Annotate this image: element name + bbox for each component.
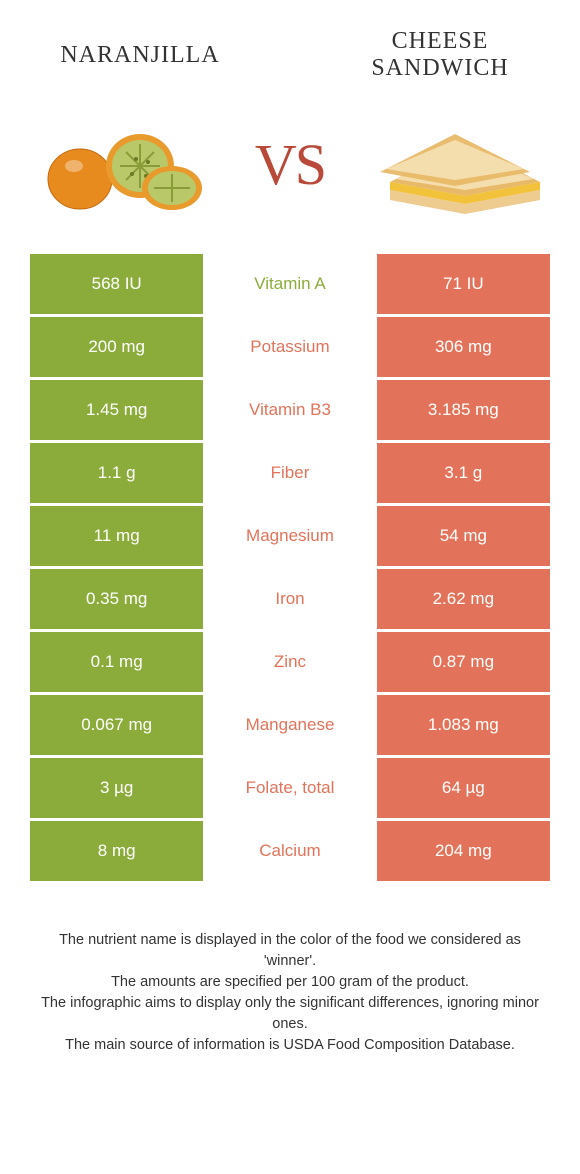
right-value: 54 mg — [377, 506, 550, 566]
nutrient-row: 1.45 mgVitamin B33.185 mg — [30, 380, 550, 440]
nutrient-label: Iron — [203, 569, 376, 629]
nutrient-label: Folate, total — [203, 758, 376, 818]
nutrient-label: Vitamin A — [203, 254, 376, 314]
vs-label: VS — [255, 131, 325, 198]
footer-line-2: The amounts are specified per 100 gram o… — [40, 972, 540, 993]
nutrient-label: Zinc — [203, 632, 376, 692]
header: NARANJILLA CHEESE SANDWICH — [0, 0, 580, 94]
nutrient-row: 0.067 mgManganese1.083 mg — [30, 695, 550, 755]
nutrient-row: 0.1 mgZinc0.87 mg — [30, 632, 550, 692]
nutrient-row: 11 mgMagnesium54 mg — [30, 506, 550, 566]
left-value: 0.1 mg — [30, 632, 203, 692]
right-value: 3.185 mg — [377, 380, 550, 440]
right-value: 1.083 mg — [377, 695, 550, 755]
nutrient-label: Vitamin B3 — [203, 380, 376, 440]
nutrient-label: Magnesium — [203, 506, 376, 566]
left-value: 3 µg — [30, 758, 203, 818]
left-value: 1.1 g — [30, 443, 203, 503]
footer-line-4: The main source of information is USDA F… — [40, 1035, 540, 1056]
right-value: 64 µg — [377, 758, 550, 818]
nutrient-label: Potassium — [203, 317, 376, 377]
naranjilla-image — [40, 104, 210, 224]
left-value: 11 mg — [30, 506, 203, 566]
right-value: 306 mg — [377, 317, 550, 377]
nutrient-row: 568 IUVitamin A71 IU — [30, 254, 550, 314]
right-value: 204 mg — [377, 821, 550, 881]
right-value: 3.1 g — [377, 443, 550, 503]
cheese-sandwich-image — [370, 104, 540, 224]
nutrient-label: Calcium — [203, 821, 376, 881]
footer-line-1: The nutrient name is displayed in the co… — [40, 930, 540, 972]
right-value: 71 IU — [377, 254, 550, 314]
left-value: 0.067 mg — [30, 695, 203, 755]
footer-line-3: The infographic aims to display only the… — [40, 993, 540, 1035]
nutrient-label: Fiber — [203, 443, 376, 503]
footer-notes: The nutrient name is displayed in the co… — [0, 884, 580, 1056]
hero-row: VS — [0, 94, 580, 254]
left-value: 568 IU — [30, 254, 203, 314]
nutrient-row: 0.35 mgIron2.62 mg — [30, 569, 550, 629]
left-value: 8 mg — [30, 821, 203, 881]
right-value: 2.62 mg — [377, 569, 550, 629]
nutrient-row: 200 mgPotassium306 mg — [30, 317, 550, 377]
right-food-title: CHEESE SANDWICH — [340, 28, 540, 82]
right-value: 0.87 mg — [377, 632, 550, 692]
left-value: 1.45 mg — [30, 380, 203, 440]
left-value: 0.35 mg — [30, 569, 203, 629]
left-value: 200 mg — [30, 317, 203, 377]
nutrient-label: Manganese — [203, 695, 376, 755]
nutrient-row: 3 µgFolate, total64 µg — [30, 758, 550, 818]
nutrient-row: 1.1 gFiber3.1 g — [30, 443, 550, 503]
nutrient-row: 8 mgCalcium204 mg — [30, 821, 550, 881]
nutrient-table: 568 IUVitamin A71 IU200 mgPotassium306 m… — [0, 254, 580, 881]
left-food-title: NARANJILLA — [40, 42, 240, 69]
